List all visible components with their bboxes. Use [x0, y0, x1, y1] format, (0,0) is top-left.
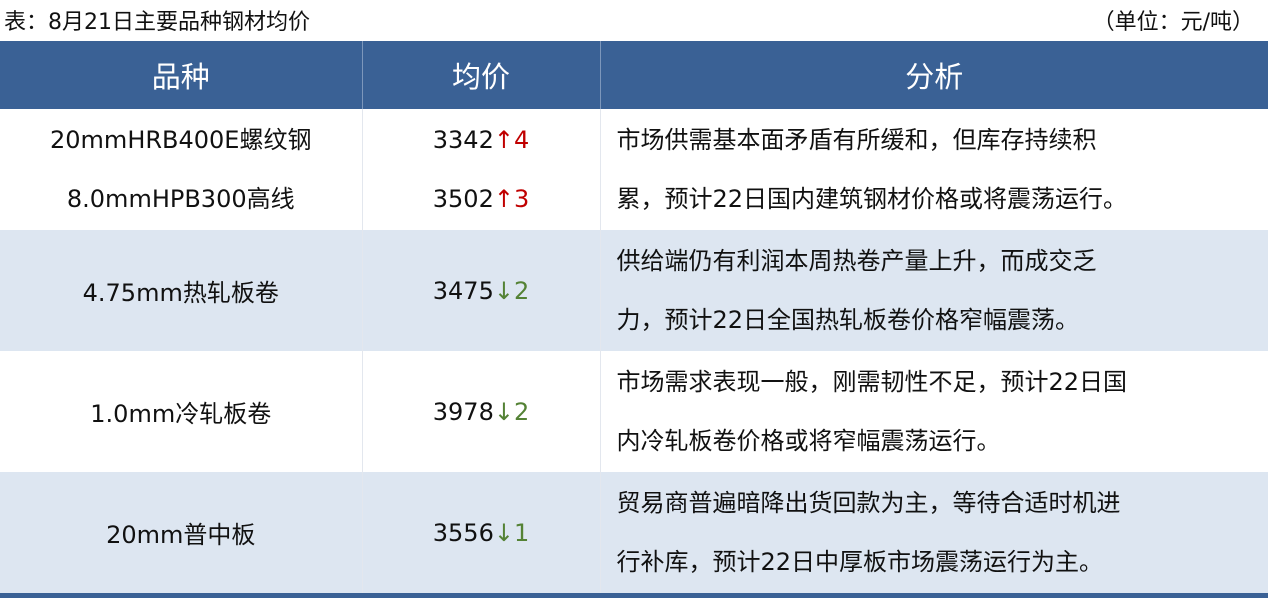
header-variety: 品种: [0, 41, 363, 109]
up-arrow-icon: ↑: [493, 125, 514, 154]
price-change: 2: [513, 276, 530, 305]
variety-name: 4.75mm热轧板卷: [0, 230, 363, 351]
down-arrow-icon: ↓: [493, 397, 514, 426]
variety-name: 20mmHRB400E螺纹钢: [50, 125, 312, 154]
variety-name: 1.0mm冷轧板卷: [0, 351, 363, 472]
table-row: 4.75mm热轧板卷 3475↓2 供给端仍有利润本周热卷产量上升，而成交乏 力，…: [0, 230, 1268, 351]
steel-price-table: 品种 均价 分析 20mmHRB400E螺纹钢 8.0mmHPB300高线 334…: [0, 41, 1268, 598]
price: 3475: [432, 276, 494, 305]
header-analysis: 分析: [600, 41, 1268, 109]
header-price: 均价: [362, 41, 601, 109]
variety-name: 20mm普中板: [0, 472, 363, 596]
analysis-line: 市场需求表现一般，刚需韧性不足，预计22日国: [616, 367, 1128, 396]
price-cell: 3342↑4: [364, 111, 599, 170]
price-change: 1: [513, 518, 530, 547]
analysis-line: 供给端仍有利润本周热卷产量上升，而成交乏: [616, 246, 1097, 275]
price-cell: 3475↓2: [362, 230, 601, 351]
price-change: 2: [513, 397, 530, 426]
analysis-line: 累，预计22日国内建筑钢材价格或将震荡运行。: [616, 184, 1128, 213]
price-change: 4: [513, 125, 530, 154]
variety-name: 8.0mmHPB300高线: [66, 184, 295, 213]
analysis-line: 力，预计22日全国热轧板卷价格窄幅震荡。: [616, 305, 1080, 334]
price: 3978: [432, 397, 494, 426]
down-arrow-icon: ↓: [493, 276, 514, 305]
analysis-line: 市场供需基本面矛盾有所缓和，但库存持续积: [616, 125, 1097, 154]
table-row: 20mm普中板 3556↓1 贸易商普遍暗降出货回款为主，等待合适时机进 行补库，…: [0, 472, 1268, 596]
analysis-line: 内冷轧板卷价格或将窄幅震荡运行。: [616, 426, 1001, 455]
down-arrow-icon: ↓: [493, 518, 514, 547]
header-row: 品种 均价 分析: [0, 41, 1268, 109]
price-change: 3: [513, 184, 530, 213]
unit-label: （单位：元/吨）: [1092, 10, 1254, 35]
analysis-line: 行补库，预计22日中厚板市场震荡运行为主。: [616, 547, 1104, 576]
price: 3502: [432, 184, 494, 213]
price-cell: 3556↓1: [362, 472, 601, 596]
table-caption: 表：8月21日主要品种钢材均价: [4, 10, 310, 35]
price-cell: 3978↓2: [362, 351, 601, 472]
up-arrow-icon: ↑: [493, 184, 514, 213]
price: 3556: [432, 518, 494, 547]
table-row: 1.0mm冷轧板卷 3978↓2 市场需求表现一般，刚需韧性不足，预计22日国内…: [0, 351, 1268, 472]
analysis-line: 贸易商普遍暗降出货回款为主，等待合适时机进: [616, 488, 1121, 517]
table-row: 20mmHRB400E螺纹钢 8.0mmHPB300高线 3342↑4 3502↑…: [0, 109, 1268, 230]
price-cell: 3502↑3: [364, 170, 599, 229]
price: 3342: [432, 125, 494, 154]
